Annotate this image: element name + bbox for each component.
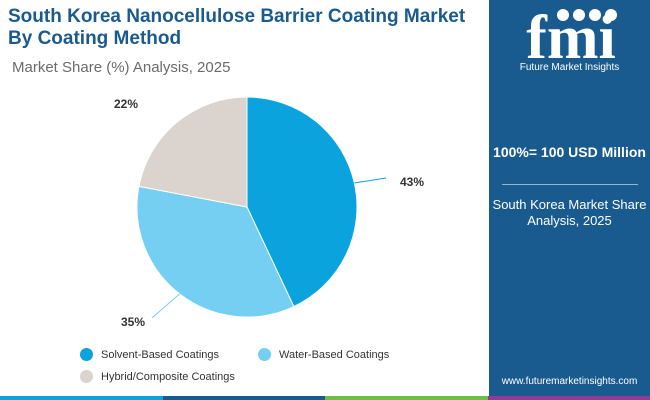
website-link[interactable]: www.futuremarketinsights.com — [501, 376, 638, 387]
legend-label: Hybrid/Composite Coatings — [101, 370, 235, 383]
slice-hybrid-composite — [138, 96, 248, 208]
leader-lines — [151, 177, 387, 319]
label-water-based: 35% — [121, 315, 145, 329]
legend-item-solvent-based: Solvent-Based Coatings — [80, 348, 219, 361]
legend-swatch — [80, 348, 93, 361]
gear-icon — [589, 9, 601, 21]
logo-caption: Future Market Insights — [519, 62, 620, 73]
leader-line — [354, 177, 387, 184]
legend-item-water-based: Water-Based Coatings — [258, 348, 389, 361]
bar-segment-navy — [162, 396, 325, 400]
bar-segment-purple — [487, 396, 650, 400]
panel-description: South Korea Market Share Analysis, 2025 — [492, 197, 647, 228]
leader-line — [151, 293, 180, 319]
label-hybrid-composite: 22% — [114, 97, 138, 111]
label-solvent-based: 43% — [400, 175, 424, 189]
chart-title: South Korea Nanocellulose Barrier Coatin… — [8, 6, 466, 49]
chart-subtitle: Market Share (%) Analysis, 2025 — [12, 59, 231, 76]
legend-label: Water-Based Coatings — [279, 348, 390, 361]
fmi-logo: fmi — [526, 6, 617, 70]
pie-chart: 43% 35% 22% — [114, 96, 424, 329]
bar-segment-blue — [0, 396, 163, 400]
legend-label: Solvent-Based Coatings — [101, 348, 220, 361]
data-labels: 43% 35% 22% — [114, 97, 424, 329]
logo-word: fmi — [526, 6, 616, 70]
flask-icon — [605, 9, 617, 21]
legend-swatch — [258, 348, 271, 361]
slice-solvent-based — [246, 96, 358, 308]
legend-swatch — [80, 370, 93, 383]
panel-divider — [502, 184, 638, 185]
pie-slices — [136, 96, 358, 318]
legend-item-hybrid-composite: Hybrid/Composite Coatings — [80, 370, 235, 383]
bottom-color-bar — [0, 396, 650, 400]
info-panel: fmi Future Market Insights 100%= 100 USD… — [489, 0, 650, 400]
chart-icon — [557, 9, 569, 21]
bar-segment-green — [325, 396, 488, 400]
globe-icon — [573, 9, 585, 21]
market-total: 100%= 100 USD Million — [493, 144, 646, 160]
